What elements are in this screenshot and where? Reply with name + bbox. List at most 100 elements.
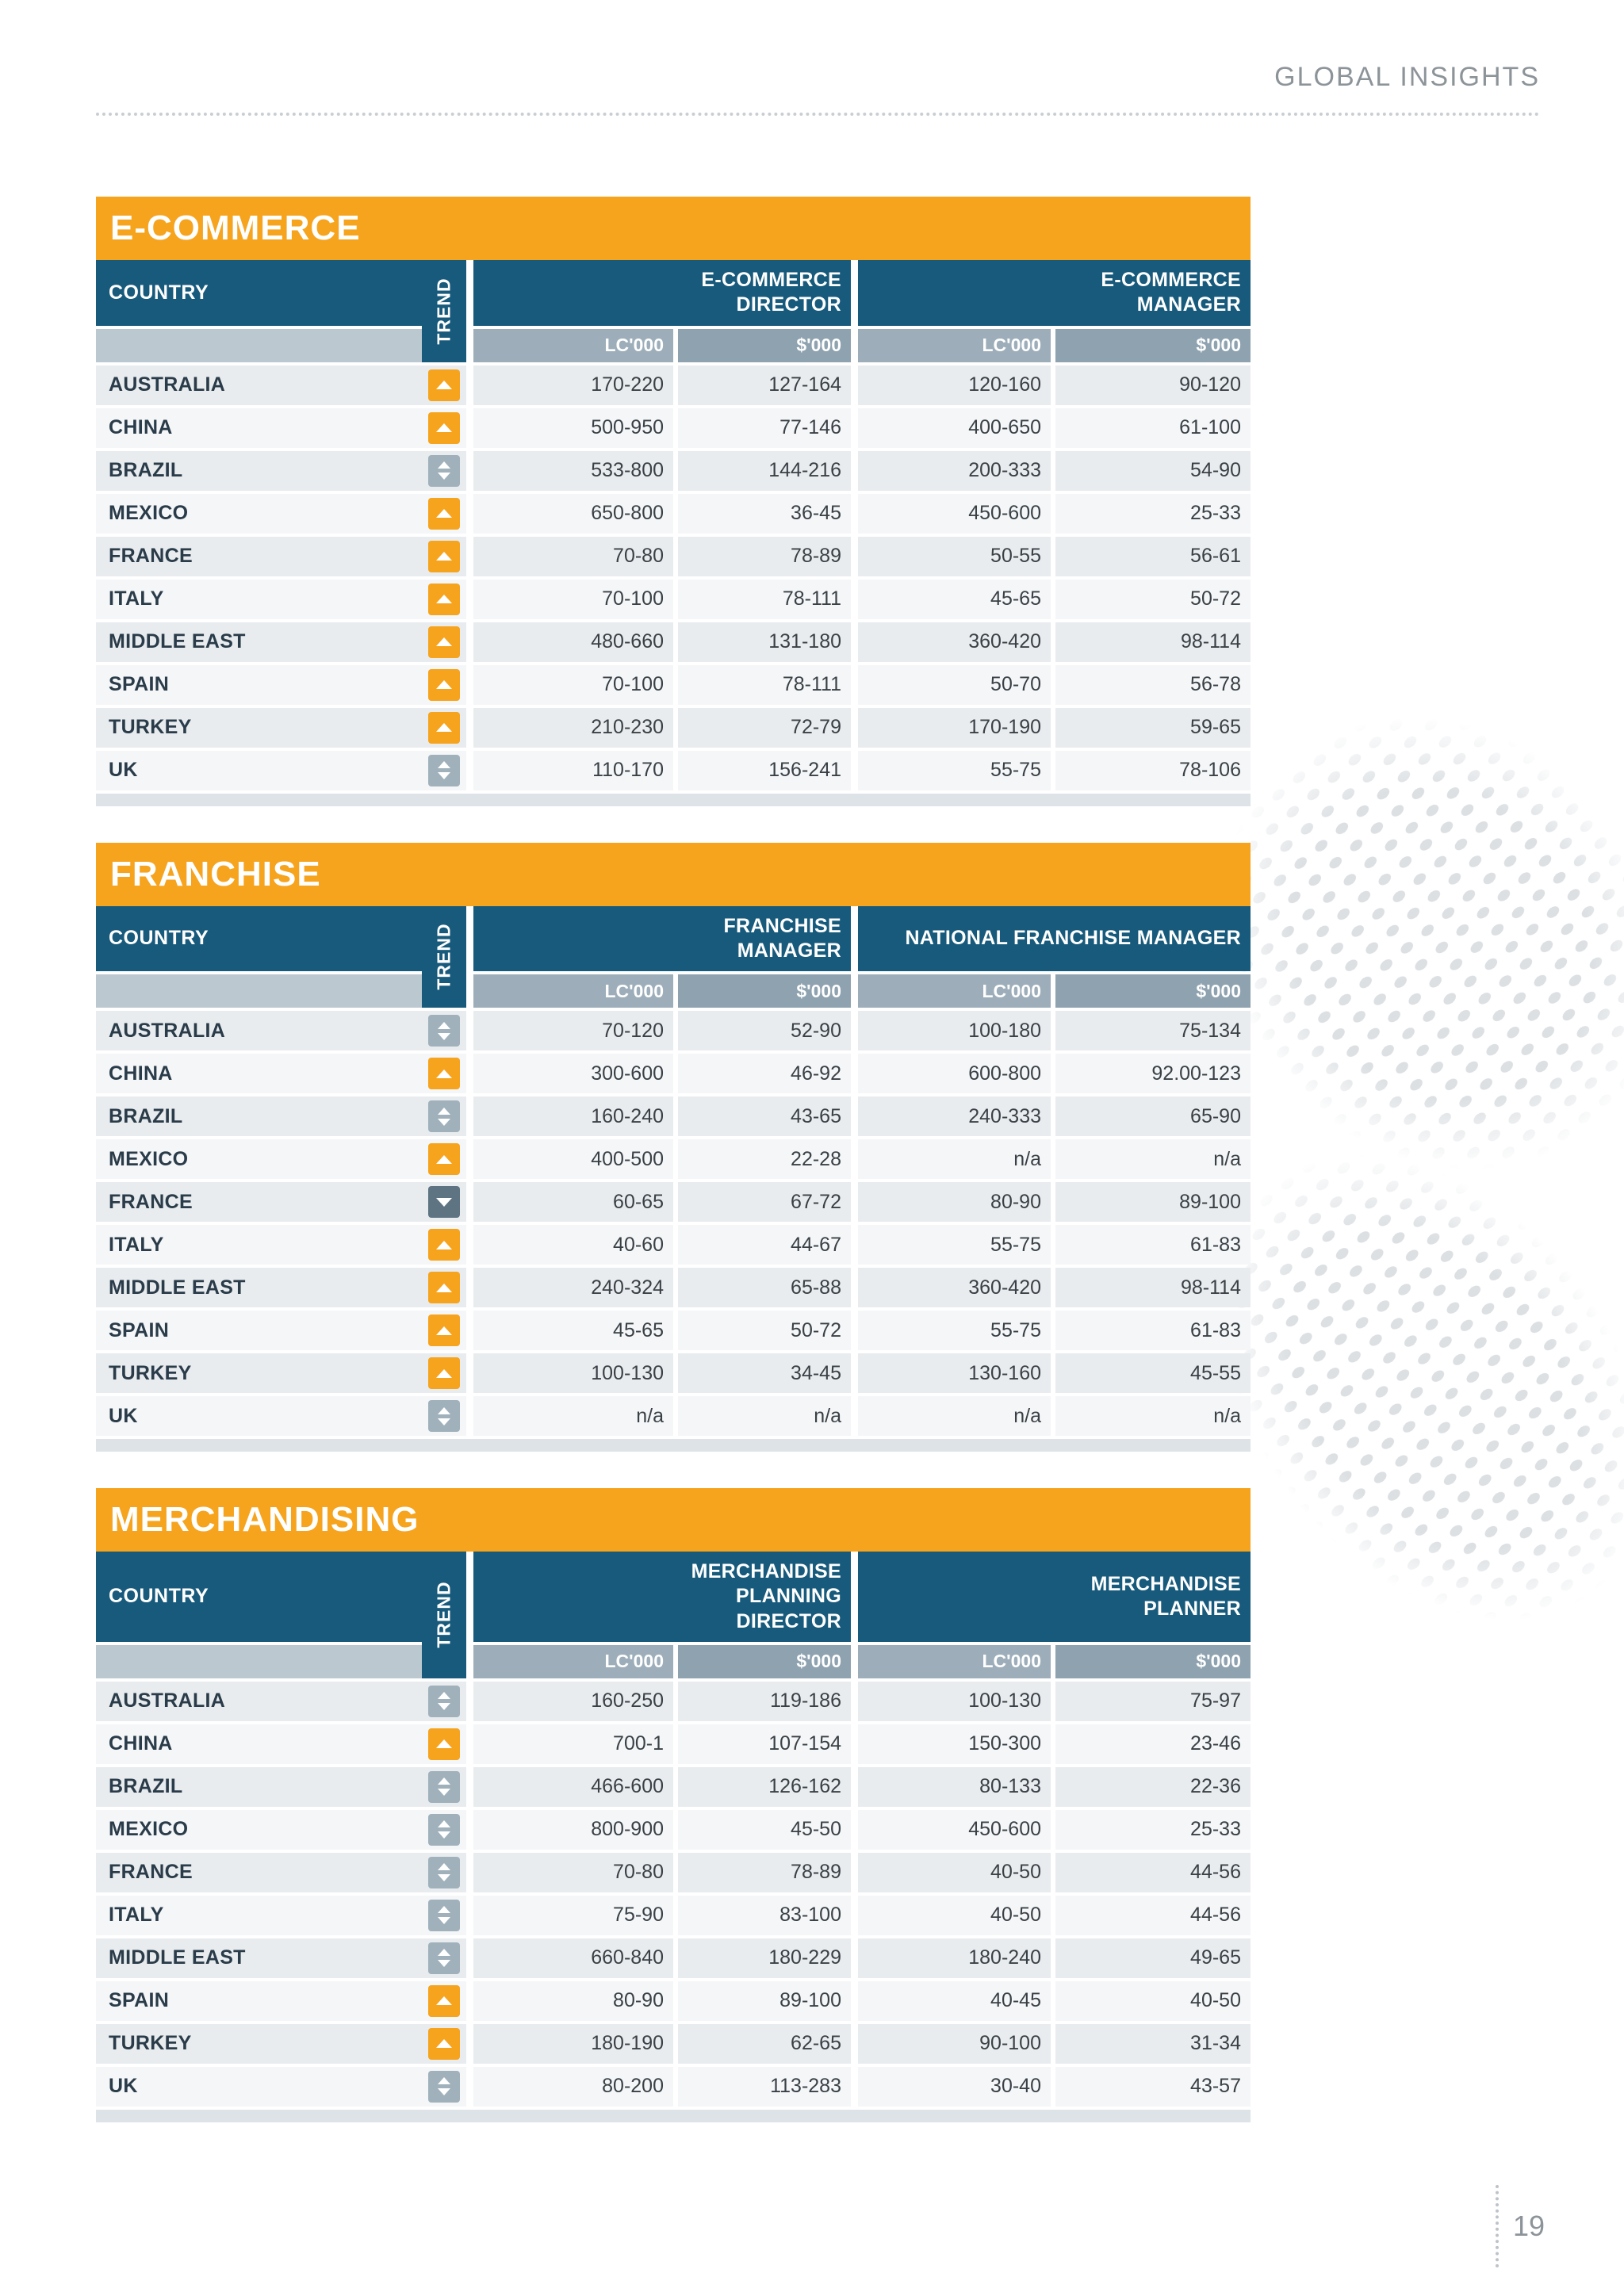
value-cell: 90-120 [1055,365,1251,405]
value-cell: 80-90 [473,1980,673,2021]
up-arrow-icon [438,761,450,768]
table-title: FRANCHISE [96,842,1251,906]
usd-column-header: $'000 [678,1644,851,1678]
value-cell: 45-65 [473,1311,673,1350]
value-cell: 90-100 [858,2023,1051,2064]
table-footer-strip [96,793,1251,806]
table-body: AUSTRALIA 70-120 52-90 100-180 75-134 CH… [96,1011,1251,1436]
value-cell: 50-70 [858,664,1051,705]
value-cell: 31-34 [1055,2023,1251,2064]
value-cell: 40-50 [858,1895,1051,1935]
trend-up-icon [428,583,460,615]
value-cell: 156-241 [678,750,851,790]
usd-column-header: $'000 [678,328,851,362]
up-arrow-icon [436,381,452,389]
up-arrow-icon [436,1154,452,1164]
country-cell: SPAIN [96,664,422,705]
table-row: SPAIN 80-90 89-100 40-45 40-50 [96,1980,1251,2021]
trend-cell [422,1139,466,1179]
header-strip [96,1644,422,1678]
value-cell: 40-50 [858,1852,1051,1892]
trend-cell [422,1396,466,1436]
value-cell: 126-162 [678,1766,851,1807]
trend-cell [422,1054,466,1093]
down-arrow-icon [438,772,450,779]
value-cell: 40-50 [1055,1980,1251,2021]
value-cell: 113-283 [678,2066,851,2107]
table-title: E-COMMERCE [96,197,1251,260]
trend-up-icon [428,411,460,444]
trend-cell [422,1011,466,1050]
down-arrow-icon [438,1874,450,1882]
table-row: ITALY 70-100 78-111 45-65 50-72 [96,579,1251,619]
table-row: UK 110-170 156-241 55-75 78-106 [96,750,1251,790]
up-arrow-icon [436,2039,452,2049]
value-cell: 127-164 [678,365,851,405]
value-cell: 660-840 [473,1938,673,1978]
value-cell: 80-90 [858,1182,1051,1222]
up-arrow-icon [436,595,452,603]
country-cell: BRAZIL [96,1096,422,1136]
country-cell: FRANCE [96,536,422,576]
value-cell: 61-83 [1055,1225,1251,1265]
table-row: MEXICO 400-500 22-28 n/a n/a [96,1139,1251,1179]
value-cell: n/a [1055,1139,1251,1179]
value-cell: 55-75 [858,1225,1051,1265]
up-arrow-icon [438,2077,450,2085]
table-row: UK n/a n/a n/a n/a [96,1396,1251,1436]
country-cell: MIDDLE EAST [96,622,422,662]
value-cell: n/a [473,1396,673,1436]
table-row: CHINA 500-950 77-146 400-650 61-100 [96,408,1251,448]
value-cell: 61-83 [1055,1311,1251,1350]
down-arrow-icon [438,1789,450,1797]
value-cell: 89-100 [678,1980,851,2021]
country-cell: SPAIN [96,1311,422,1350]
value-cell: 40-45 [858,1980,1051,2021]
trend-up-icon [428,497,460,530]
trend-cell [422,1938,466,1978]
up-arrow-icon [436,552,452,561]
value-cell: 52-90 [678,1011,851,1050]
value-cell: 480-660 [473,622,673,662]
trend-up-icon [428,2027,460,2060]
value-cell: 180-229 [678,1938,851,1978]
table-row: FRANCE 70-80 78-89 50-55 56-61 [96,536,1251,576]
value-cell: 50-55 [858,536,1051,576]
table-body: AUSTRALIA 170-220 127-164 120-160 90-120… [96,365,1251,790]
value-cell: 54-90 [1055,450,1251,491]
value-cell: 700-1 [473,1724,673,1764]
value-cell: 43-57 [1055,2066,1251,2107]
table-row: UK 80-200 113-283 30-40 43-57 [96,2066,1251,2107]
role1-header: E-COMMERCE DIRECTOR [473,260,851,326]
trend-column-header: TREND [422,1552,466,1678]
value-cell: 80-200 [473,2066,673,2107]
value-cell: 22-28 [678,1139,851,1179]
trend-cell [422,1895,466,1935]
trend-both-icon [428,1856,460,1888]
value-cell: 22-36 [1055,1766,1251,1807]
country-cell: MEXICO [96,493,422,534]
usd-column-header: $'000 [1055,328,1251,362]
country-column-header: COUNTRY [96,1552,422,1642]
down-arrow-icon [436,1197,452,1207]
up-arrow-icon [436,423,452,432]
country-cell: UK [96,750,422,790]
value-cell: 70-120 [473,1011,673,1050]
up-arrow-icon [436,1283,452,1292]
trend-cell [422,365,466,405]
value-cell: 23-46 [1055,1724,1251,1764]
trend-both-icon [428,454,460,487]
value-cell: 44-67 [678,1225,851,1265]
trend-cell [422,1182,466,1222]
trend-up-icon [428,540,460,572]
trend-up-icon [428,626,460,658]
value-cell: 200-333 [858,450,1051,491]
value-cell: 25-33 [1055,493,1251,534]
trend-both-icon [428,2070,460,2103]
value-cell: 50-72 [678,1311,851,1350]
value-cell: 98-114 [1055,622,1251,662]
table-row: ITALY 40-60 44-67 55-75 61-83 [96,1225,1251,1265]
table-row: TURKEY 180-190 62-65 90-100 31-34 [96,2023,1251,2064]
value-cell: 160-240 [473,1096,673,1136]
